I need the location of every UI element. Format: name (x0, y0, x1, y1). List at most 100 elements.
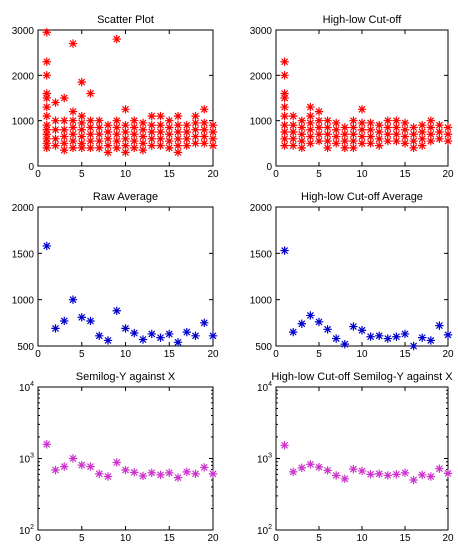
data-point (147, 134, 156, 143)
y-tick-label: 102 (19, 524, 34, 537)
data-point (121, 105, 130, 114)
data-point (130, 116, 139, 125)
data-point (103, 141, 113, 150)
data-point (392, 123, 401, 132)
data-point (77, 132, 86, 141)
data-point (68, 116, 78, 125)
data-point (200, 318, 209, 328)
data-point (280, 141, 289, 150)
data-point (323, 136, 332, 146)
data-point (173, 127, 183, 137)
data-point (340, 136, 349, 146)
data-point (165, 116, 174, 125)
data-point (314, 107, 324, 116)
data-point (280, 441, 289, 450)
data-point (130, 130, 139, 139)
data-point (77, 118, 86, 128)
data-point (383, 123, 392, 132)
data-point (443, 330, 453, 340)
data-point (297, 123, 306, 132)
data-point (95, 136, 104, 146)
x-tick-label: 20 (207, 169, 219, 180)
data-point (77, 460, 86, 470)
x-tick-label: 0 (273, 169, 279, 180)
data-point (332, 334, 341, 343)
data-point (306, 118, 315, 128)
data-point (297, 319, 306, 328)
data-point (182, 141, 191, 150)
data-point (208, 331, 218, 341)
data-point (409, 130, 418, 139)
chart-panel: Scatter Plot 0 5 10 15 20 0 1000 2000 3000 (12, 14, 219, 180)
data-point (165, 329, 174, 339)
data-point (314, 130, 324, 139)
data-point (60, 116, 69, 125)
data-point (95, 331, 104, 341)
chart-title: Raw Average (93, 191, 158, 203)
data-point (357, 118, 367, 128)
data-point (297, 143, 306, 153)
x-tick-label: 10 (120, 169, 132, 180)
data-point (182, 467, 191, 477)
x-tick-label: 15 (399, 169, 411, 180)
data-point (138, 132, 148, 141)
data-point (400, 125, 410, 134)
data-point (375, 134, 384, 143)
data-point (400, 118, 410, 128)
data-point (42, 111, 51, 121)
data-point (191, 331, 200, 341)
data-point (121, 121, 130, 130)
data-point (121, 324, 130, 333)
data-point (314, 317, 324, 327)
data-point (156, 127, 165, 137)
x-tick-label: 5 (79, 533, 85, 544)
chart-panel: High-low Cut-off Average 0 5 10 15 20 500 1000 1… (250, 191, 454, 360)
data-point (86, 143, 95, 153)
data-point (121, 134, 130, 143)
x-tick-label: 0 (273, 349, 279, 360)
data-point (42, 139, 51, 148)
data-point (42, 440, 51, 449)
data-point (42, 28, 51, 37)
data-point (112, 116, 121, 125)
data-point (366, 118, 375, 128)
data-point (42, 130, 51, 139)
data-point (51, 98, 60, 107)
chart-title: Semilog-Y against X (76, 371, 176, 383)
data-point (165, 136, 174, 146)
data-point (357, 105, 367, 114)
data-point (383, 116, 392, 125)
data-point (435, 321, 444, 330)
x-tick-label: 0 (35, 533, 41, 544)
data-point (112, 123, 121, 132)
data-point (392, 116, 401, 125)
x-tick-label: 0 (35, 349, 41, 360)
x-tick-label: 5 (316, 349, 322, 360)
y-tick-label: 2000 (12, 71, 35, 82)
data-point (112, 34, 121, 44)
data-point (200, 463, 209, 472)
data-point (42, 125, 51, 134)
data-point (323, 143, 332, 153)
data-point (383, 334, 392, 343)
data-point (426, 472, 435, 481)
data-point (375, 141, 384, 150)
chart-title: High-low Cut-off Average (301, 191, 423, 203)
data-point (332, 118, 341, 128)
data-point (208, 469, 218, 479)
data-point (103, 134, 113, 143)
data-point (51, 141, 60, 150)
data-point (357, 132, 367, 141)
data-point (60, 139, 69, 148)
data-point (95, 143, 104, 153)
y-tick-label: 1000 (12, 117, 35, 128)
chart-title: High-low Cut-off (323, 14, 403, 26)
x-tick-label: 5 (79, 349, 85, 360)
data-point (191, 118, 200, 128)
data-point (138, 139, 148, 148)
data-point (86, 123, 95, 132)
data-point (280, 93, 289, 103)
data-point (68, 39, 78, 48)
data-point (156, 134, 165, 143)
